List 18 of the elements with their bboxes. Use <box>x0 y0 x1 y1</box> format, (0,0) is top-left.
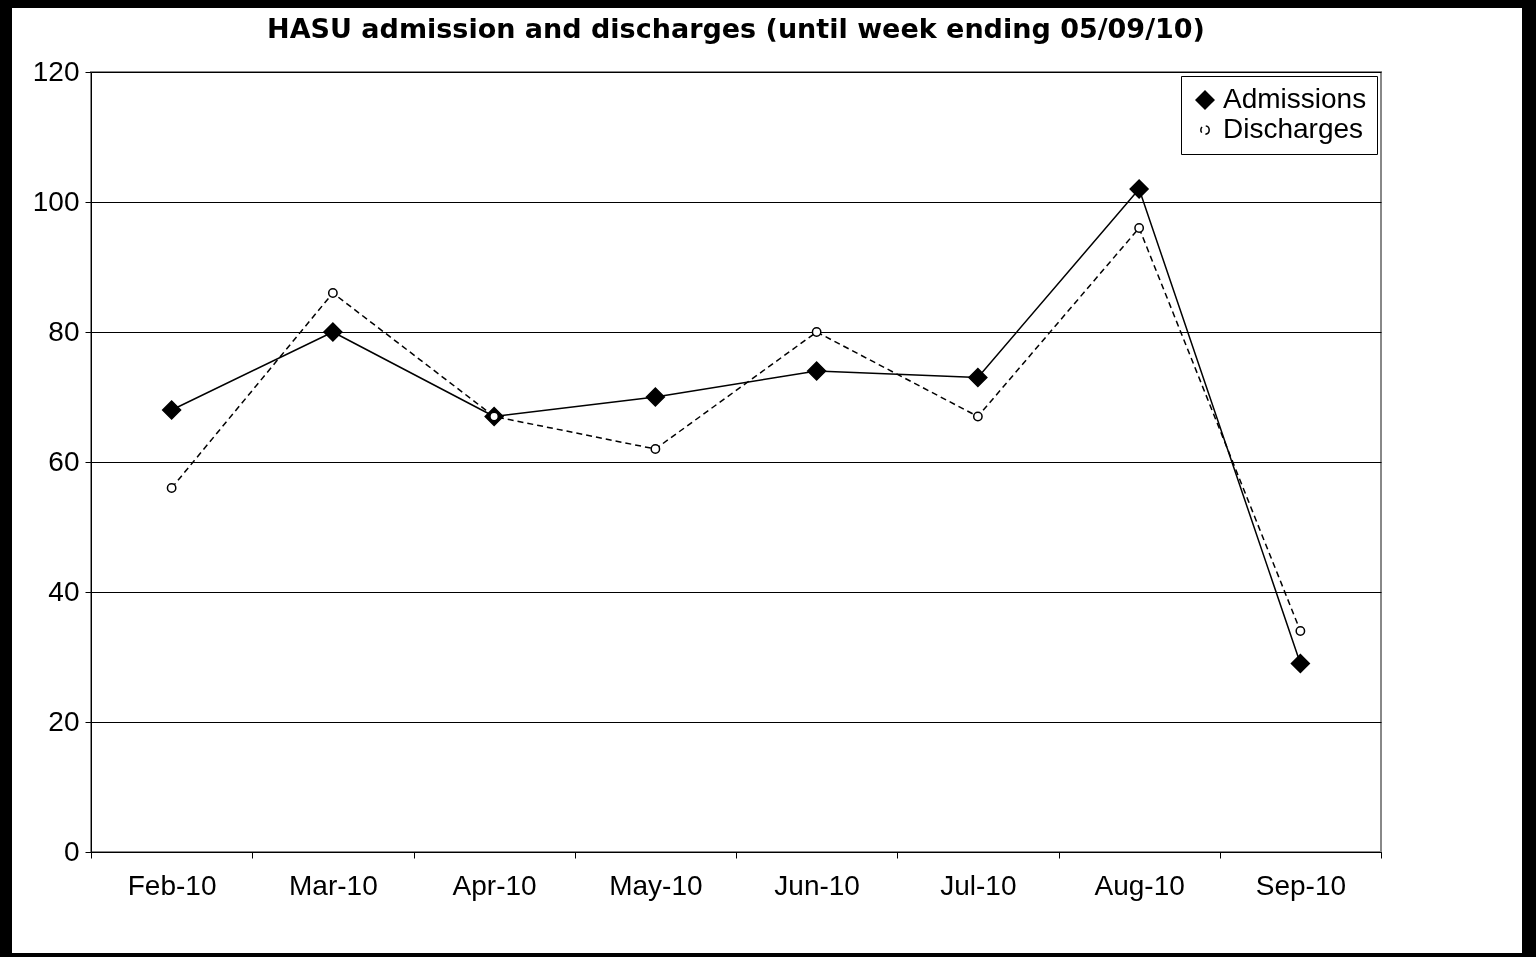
chart-title: HASU admission and discharges (until week ending 05/09/10) <box>267 13 1205 44</box>
y-tick-label: 100 <box>32 185 80 217</box>
x-tick-label: Mar-10 <box>289 869 378 901</box>
x-tick-label: Jun-10 <box>774 869 860 901</box>
y-tick-label: 80 <box>48 315 80 347</box>
y-tick-label: 60 <box>48 445 80 477</box>
y-tick-label: 0 <box>63 835 80 867</box>
x-tick-label: May-10 <box>609 869 703 901</box>
y-tick-label: 120 <box>32 55 80 87</box>
legend-label: Discharges <box>1223 113 1364 144</box>
x-tick-label: Jul-10 <box>940 869 1017 901</box>
x-tick-label: Feb-10 <box>127 869 217 901</box>
y-tick-label: 40 <box>48 575 80 607</box>
y-tick-label: 20 <box>48 705 80 737</box>
x-tick-label: Aug-10 <box>1094 869 1185 901</box>
x-tick-label: Apr-10 <box>452 869 537 901</box>
x-tick-label: Sep-10 <box>1255 869 1347 901</box>
legend-label: Admissions <box>1223 83 1367 114</box>
